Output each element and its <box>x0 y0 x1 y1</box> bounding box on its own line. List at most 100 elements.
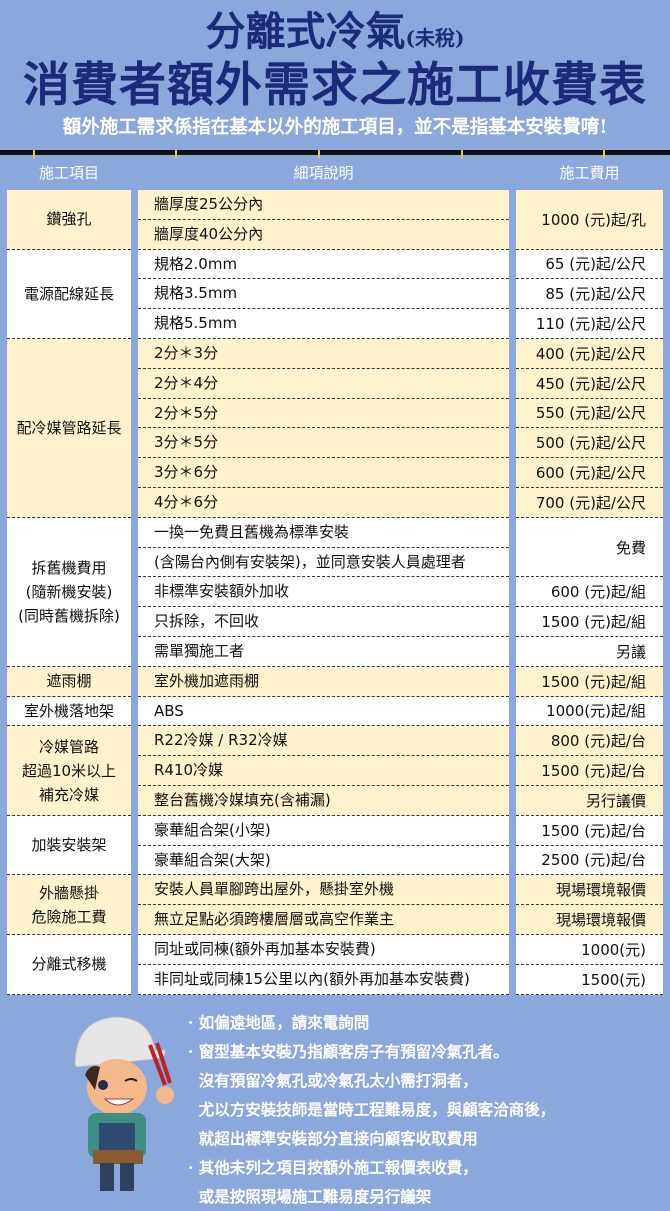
divider-tick <box>603 150 605 158</box>
detail-cell: 規格2.0mm <box>138 250 509 280</box>
table-group: 外牆懸掛 危險施工費 安裝人員單腳跨出屋外，懸掛室外機 無立足點必須跨樓層層或高空作… <box>7 875 663 935</box>
detail-cell: 整台舊機冷媒填充(含補漏) <box>138 786 509 816</box>
fee-column: 免費 600 (元)起/組 1500 (元)起/組 另議 <box>516 517 663 667</box>
detail-cell: 4分＊6分 <box>138 488 509 518</box>
table-group: 冷媒管路 超過10米以上 補充冷媒 R22冷媒 / R32冷媒 R410冷媒 整台舊機… <box>7 726 663 816</box>
notes-list: · 如偏遠地區，請來電詢問 · 窗型基本安裝乃指顧客房子有預留冷氣孔者。 沒有預留… <box>188 1008 555 1211</box>
fee-column: 400 (元)起/公尺 450 (元)起/公尺 550 (元)起/公尺 500 (元)… <box>516 338 663 518</box>
item-name: 冷媒管路 超過10米以上 補充冷媒 <box>7 726 131 816</box>
item-name: 加裝安裝架 <box>7 815 131 876</box>
note-line: 就超出標準安裝部分直接向顧客收取費用 <box>188 1129 478 1148</box>
fee-cell: 另行議價 <box>516 786 663 816</box>
table-group: 加裝安裝架 豪華組合架(小架) 豪華組合架(大架) 1500 (元)起/台 2500 (… <box>7 815 663 876</box>
detail-column: 豪華組合架(小架) 豪華組合架(大架) <box>138 815 509 876</box>
detail-cell: 2分＊4分 <box>138 369 509 399</box>
worker-illustration <box>74 1016 174 1191</box>
detail-cell: ABS <box>138 697 509 727</box>
page-title-line2: 消費者額外需求之施工收費表 <box>23 58 647 113</box>
fee-column: 1500 (元)起/台 2500 (元)起/台 <box>516 815 663 876</box>
fee-cell: 550 (元)起/公尺 <box>516 399 663 429</box>
fee-cell: 600 (元)起/組 <box>516 577 663 608</box>
detail-cell: R410冷媒 <box>138 756 509 786</box>
fee-cell: 400 (元)起/公尺 <box>516 339 663 369</box>
fee-cell: 65 (元)起/公尺 <box>516 250 663 280</box>
table-group: 分離式移機 同址或同棟(額外再加基本安裝費) 非同址或同棟15公里以內(額外再加基本… <box>7 934 663 995</box>
note-line: · 如偏遠地區，請來電詢問 <box>188 1013 370 1032</box>
detail-cell: 室外機加遮雨棚 <box>138 667 509 697</box>
detail-cell: 非同址或同棟15公里以內(額外再加基本安裝費) <box>138 965 509 995</box>
fee-cell: 現場環境報價 <box>516 905 663 935</box>
page-title: 分離式冷氣(未稅) <box>0 6 670 64</box>
divider-tick <box>175 150 177 158</box>
note-line: 尤以方安裝技師是當時工程難易度，與顧客洽商後， <box>188 1100 556 1119</box>
fee-cell: 現場環境報價 <box>516 875 663 906</box>
column-header-detail: 細項說明 <box>293 164 354 182</box>
table-group: 拆舊機費用 (隨新機安裝) (同時舊機拆除) 一換一免費且舊機為標準安裝 (含陽台內… <box>7 517 663 667</box>
item-name: 電源配線延長 <box>7 249 131 339</box>
detail-cell: 規格5.5mm <box>138 309 509 339</box>
detail-cell: 牆厚度40公分內 <box>138 220 509 250</box>
detail-column: R22冷媒 / R32冷媒 R410冷媒 整台舊機冷媒填充(含補漏) <box>138 726 509 816</box>
detail-cell: 一換一免費且舊機為標準安裝 <box>138 518 509 548</box>
fee-column: 800 (元)起/台 1500 (元)起/台 另行議價 <box>516 726 663 816</box>
fee-cell: 另議 <box>516 637 663 667</box>
detail-column: 牆厚度25公分內 牆厚度40公分內 <box>138 190 509 250</box>
detail-cell: R22冷媒 / R32冷媒 <box>138 726 509 757</box>
table-group: 鑽強孔 牆厚度25公分內 牆厚度40公分內 1000 (元)起/孔 <box>7 190 663 250</box>
table-group: 配冷媒管路延長 2分＊3分 2分＊4分 2分＊5分 3分＊5分 3分＊6分 4分＊6分 400… <box>7 338 663 518</box>
detail-column: 規格2.0mm 規格3.5mm 規格5.5mm <box>138 249 509 339</box>
fee-cell: 110 (元)起/公尺 <box>516 309 663 339</box>
divider-tick <box>461 150 463 158</box>
item-name: 外牆懸掛 危險施工費 <box>7 875 131 935</box>
column-header-fee: 施工費用 <box>559 164 620 182</box>
fee-column: 1000(元) 1500(元) <box>516 934 663 995</box>
detail-column: 安裝人員單腳跨出屋外，懸掛室外機 無立足點必須跨樓層層或高空作業主 <box>138 875 509 935</box>
note-line: · 窗型基本安裝乃指顧客房子有預留冷氣孔者。 <box>188 1042 509 1061</box>
fee-cell: 1500 (元)起/台 <box>516 816 663 846</box>
fee-column: 65 (元)起/公尺 85 (元)起/公尺 110 (元)起/公尺 <box>516 249 663 339</box>
detail-cell: 只拆除，不回收 <box>138 607 509 637</box>
detail-cell: 同址或同棟(額外再加基本安裝費) <box>138 935 509 965</box>
detail-cell: 豪華組合架(大架) <box>138 846 509 876</box>
note-line: · 其他未列之項目按額外施工報價表收費， <box>188 1158 478 1177</box>
fee-cell: 免費 <box>516 518 663 578</box>
divider-tick <box>33 150 35 158</box>
fee-cell: 600 (元)起/公尺 <box>516 458 663 488</box>
detail-cell: 2分＊5分 <box>138 399 509 429</box>
detail-cell: 2分＊3分 <box>138 339 509 369</box>
item-name: 室外機落地架 <box>7 696 131 727</box>
fee-cell: 800 (元)起/台 <box>516 726 663 757</box>
fee-column: 1000(元)起/組 <box>516 696 663 727</box>
table-group: 遮雨棚 室外機加遮雨棚 1500 (元)起/組 <box>7 666 663 697</box>
detail-column: 室外機加遮雨棚 <box>138 666 509 697</box>
divider-tick <box>318 150 320 158</box>
item-name: 拆舊機費用 (隨新機安裝) (同時舊機拆除) <box>7 517 131 667</box>
detail-column: 一換一免費且舊機為標準安裝 (含陽台內側有安裝架)，並同意安裝人員處理者 非標準安裝… <box>138 517 509 667</box>
detail-cell: 3分＊6分 <box>138 458 509 488</box>
fee-cell: 2500 (元)起/台 <box>516 846 663 876</box>
title-main: 分離式冷氣 <box>205 8 406 55</box>
divider <box>0 150 670 155</box>
price-table: 鑽強孔 牆厚度25公分內 牆厚度40公分內 1000 (元)起/孔 電源配線延長 規格2.… <box>7 190 663 995</box>
item-name: 配冷媒管路延長 <box>7 338 131 518</box>
fee-column: 現場環境報價 現場環境報價 <box>516 875 663 935</box>
detail-column: 2分＊3分 2分＊4分 2分＊5分 3分＊5分 3分＊6分 4分＊6分 <box>138 338 509 518</box>
fee-cell: 1000 (元)起/孔 <box>516 190 663 250</box>
fee-cell: 700 (元)起/公尺 <box>516 488 663 518</box>
detail-cell: (含陽台內側有安裝架)，並同意安裝人員處理者 <box>138 548 509 578</box>
fee-cell: 1000(元)起/組 <box>516 697 663 727</box>
fee-cell: 1000(元) <box>516 935 663 965</box>
fee-cell: 1500(元) <box>516 965 663 995</box>
column-header-item: 施工項目 <box>38 164 99 182</box>
note-line: 或是按照現場施工難易度另行議架 <box>188 1187 432 1206</box>
title-tax-note: (未稅) <box>405 26 465 50</box>
detail-cell: 3分＊5分 <box>138 428 509 459</box>
detail-cell: 非標準安裝額外加收 <box>138 577 509 608</box>
detail-cell: 牆厚度25公分內 <box>138 190 509 220</box>
fee-cell: 500 (元)起/公尺 <box>516 428 663 459</box>
fee-cell: 1500 (元)起/組 <box>516 607 663 637</box>
table-group: 室外機落地架 ABS 1000(元)起/組 <box>7 696 663 727</box>
item-name: 分離式移機 <box>7 934 131 995</box>
detail-cell: 無立足點必須跨樓層層或高空作業主 <box>138 905 509 935</box>
fee-cell: 1500 (元)起/組 <box>516 667 663 697</box>
